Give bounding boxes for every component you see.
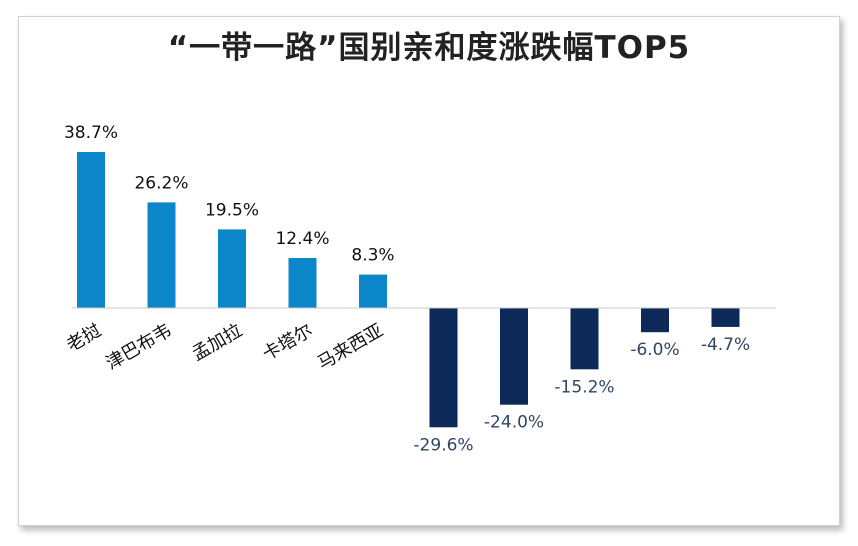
value-label-2: 19.5%	[205, 200, 259, 220]
bar-9	[711, 308, 740, 327]
value-labels-group: 38.7% 26.2% 19.5% 12.4% 8.3% -29.6% -24.0% -15.…	[64, 123, 750, 455]
bar-1	[147, 202, 176, 308]
value-label-3: 12.4%	[275, 229, 329, 249]
bar-6	[500, 308, 528, 405]
bar-5	[429, 308, 458, 428]
value-label-6: -24.0%	[484, 413, 544, 433]
bar-7	[570, 308, 599, 370]
category-label-0: 老挝	[63, 320, 105, 356]
bar-2	[218, 229, 246, 308]
bar-4	[359, 274, 387, 308]
value-label-0: 38.7%	[64, 123, 118, 143]
bars-group	[77, 152, 740, 428]
value-label-1: 26.2%	[134, 173, 188, 193]
category-label-3: 卡塔尔	[259, 320, 316, 365]
category-label-4: 马来西亚	[314, 320, 387, 374]
value-label-8: -6.0%	[630, 340, 679, 360]
category-label-1: 津巴布韦	[102, 320, 175, 374]
bar-0	[77, 152, 105, 308]
chart-title: “一带一路”国别亲和度涨跌幅TOP5	[167, 30, 691, 66]
value-label-7: -15.2%	[554, 377, 614, 397]
bar-3	[288, 258, 317, 308]
value-label-4: 8.3%	[351, 246, 394, 266]
value-label-9: -4.7%	[701, 335, 750, 355]
value-label-5: -29.6%	[413, 435, 473, 455]
bar-8	[641, 308, 669, 333]
category-label-2: 孟加拉	[189, 320, 246, 365]
